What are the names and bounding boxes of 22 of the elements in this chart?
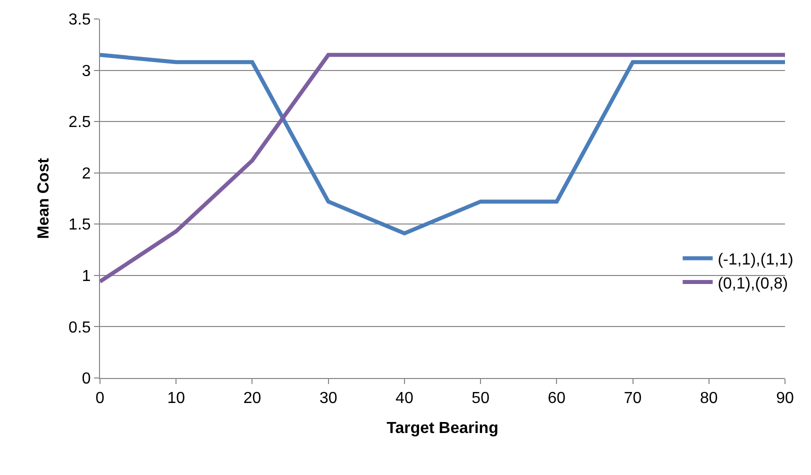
- x-tick-label: 30: [319, 390, 338, 408]
- y-tick-label: 2: [82, 165, 91, 182]
- x-axis-title: Target Bearing: [386, 420, 498, 437]
- y-axis-title: Mean Cost: [35, 157, 52, 239]
- legend-label: (-1,1),(1,1): [718, 251, 794, 268]
- legend-label: (0,1),(0,8): [718, 275, 788, 292]
- x-tick-label: 70: [624, 390, 642, 408]
- x-tick-label: 20: [243, 390, 262, 408]
- x-tick-label: 40: [396, 390, 414, 408]
- y-tick-label: 0: [82, 370, 91, 388]
- x-tick-label: 90: [776, 390, 794, 408]
- y-tick-label: 2.5: [68, 114, 91, 132]
- y-tick-label: 1.5: [68, 216, 91, 234]
- y-tick-label: 1: [82, 268, 91, 286]
- y-tick-label: 3: [82, 62, 91, 80]
- x-tick-label: 0: [96, 390, 105, 408]
- y-tick-label: 3.5: [68, 12, 91, 29]
- x-tick-label: 50: [472, 390, 490, 408]
- x-tick-label: 80: [700, 390, 718, 408]
- y-tick-label: 0.5: [68, 319, 91, 336]
- x-tick-label: 10: [167, 390, 186, 408]
- x-tick-label: 60: [548, 390, 566, 408]
